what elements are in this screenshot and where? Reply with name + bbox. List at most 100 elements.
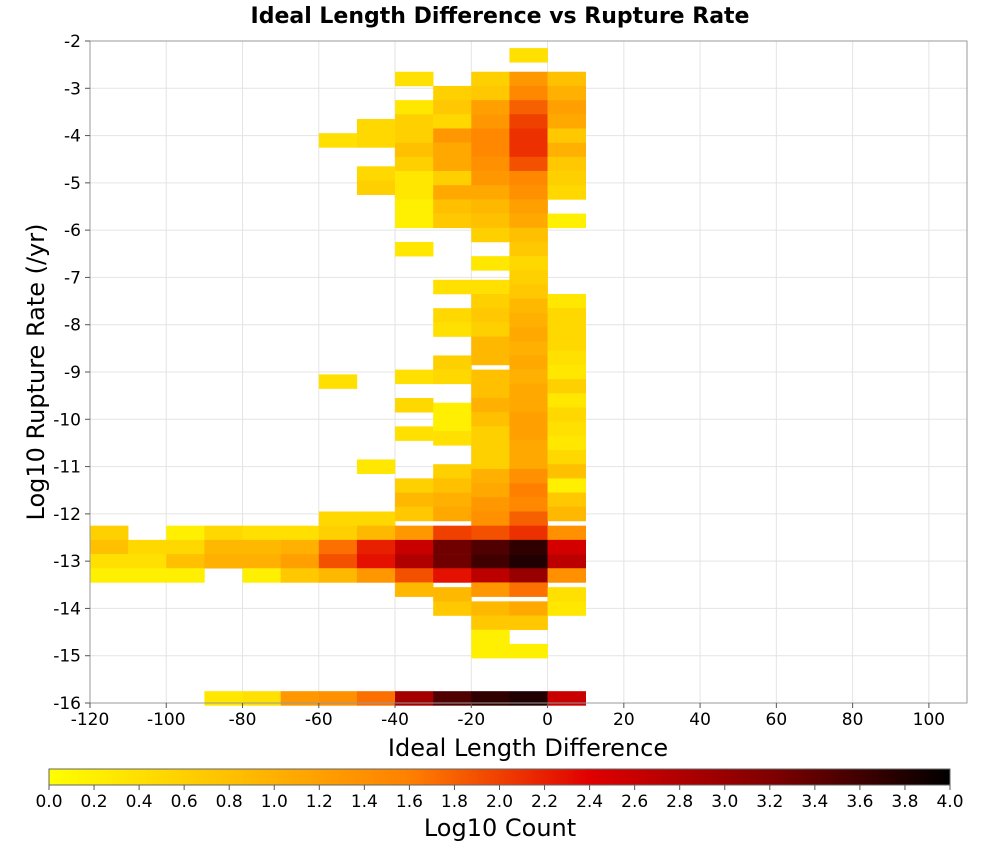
- heatmap-cell: [547, 506, 586, 522]
- heatmap-cell: [356, 459, 396, 474]
- heatmap-cell: [509, 426, 548, 441]
- heatmap-cell: [547, 601, 586, 616]
- heatmap-cell: [204, 554, 243, 569]
- heatmap-cell: [547, 322, 586, 337]
- heatmap-cell: [509, 440, 548, 456]
- heatmap-cell: [318, 525, 358, 541]
- heatmap-cell: [318, 539, 358, 555]
- heatmap-cell: [395, 142, 434, 158]
- heatmap-cell: [547, 568, 586, 583]
- heatmap-cell: [509, 525, 548, 541]
- colorbar-tick-label: 3.4: [801, 792, 828, 812]
- heatmap-cell: [509, 511, 548, 526]
- heatmap-cell: [471, 293, 510, 309]
- heatmap-cell: [509, 227, 548, 243]
- heatmap-cell: [471, 398, 510, 413]
- heatmap-cell: [90, 568, 129, 583]
- heatmap-cell: [509, 284, 548, 300]
- colorbar: [48, 768, 951, 786]
- heatmap-cell: [395, 114, 434, 129]
- heatmap-cell: [547, 364, 586, 380]
- heatmap-cell: [204, 691, 243, 706]
- heatmap-cell: [547, 100, 586, 115]
- x-axis-label: Ideal Length Difference: [388, 734, 668, 762]
- heatmap-cell: [471, 554, 510, 569]
- heatmap-cell: [509, 312, 548, 328]
- heatmap-cell: [395, 369, 434, 385]
- heatmap-cell: [547, 350, 586, 366]
- heatmap-cell: [433, 142, 472, 158]
- heatmap-cell: [433, 369, 472, 385]
- heatmap-cell: [433, 114, 472, 129]
- heatmap-cell: [509, 615, 548, 631]
- chart-title: Ideal Length Difference vs Rupture Rate: [251, 4, 750, 29]
- heatmap-cell: [433, 492, 472, 508]
- heatmap-cell: [433, 554, 472, 569]
- colorbar-tick-label: 0.2: [81, 792, 108, 812]
- colorbar-tick-label: 1.2: [306, 792, 333, 812]
- heatmap-cell: [433, 464, 472, 479]
- heatmap-cell: [509, 483, 548, 498]
- heatmap-cell: [547, 464, 586, 479]
- heatmap-cell: [471, 426, 510, 441]
- heatmap-cell: [509, 383, 548, 399]
- y-tick-label: -5: [64, 174, 81, 194]
- heatmap-cell: [547, 308, 586, 323]
- heatmap-cell: [509, 691, 548, 706]
- heatmap-cell: [547, 525, 586, 541]
- heatmap-cell: [509, 568, 548, 583]
- heatmap-cell: [471, 629, 510, 645]
- heatmap-cell: [128, 539, 167, 555]
- heatmap-cell: [242, 539, 281, 555]
- heatmap-cell: [471, 601, 510, 616]
- heatmap-cell: [471, 643, 510, 659]
- heatmap-cell: [356, 511, 396, 526]
- heatmap-cell: [547, 171, 586, 186]
- y-tick-label: -12: [53, 505, 81, 525]
- colorbar-tick-label: 0.0: [35, 792, 62, 812]
- heatmap-cell: [509, 554, 548, 569]
- heatmap-cell: [280, 525, 320, 541]
- colorbar-tick-label: 0.4: [126, 792, 153, 812]
- heatmap-cell: [242, 525, 281, 541]
- heatmap-cell: [547, 71, 586, 87]
- heatmap-cell: [433, 355, 472, 370]
- heatmap-cell: [509, 256, 548, 271]
- heatmap-cell: [471, 199, 510, 214]
- heatmap-cell: [318, 511, 358, 526]
- heatmap-cell: [509, 241, 548, 257]
- heatmap-cell: [242, 554, 281, 569]
- heatmap-cell: [433, 171, 472, 186]
- heatmap-cell: [395, 568, 434, 583]
- heatmap-cell: [356, 525, 396, 541]
- heatmap-cell: [90, 539, 129, 555]
- heatmap-cell: [356, 539, 396, 555]
- heatmap-cell: [509, 156, 548, 172]
- heatmap-cell: [471, 142, 510, 158]
- heatmap-cell: [509, 270, 548, 285]
- colorbar-tick-label: 1.4: [351, 792, 378, 812]
- heatmap-cell: [509, 85, 548, 101]
- heatmap-cell: [395, 71, 434, 87]
- heatmap-cell: [509, 355, 548, 370]
- heatmap-cell: [318, 554, 358, 569]
- heatmap-cell: [471, 171, 510, 186]
- heatmap-cell: [166, 539, 205, 555]
- heatmap-cell: [433, 156, 472, 172]
- heatmap-cell: [509, 369, 548, 385]
- y-tick-label: -16: [53, 694, 81, 714]
- heatmap-cell: [166, 554, 205, 569]
- heatmap-cell: [356, 691, 396, 706]
- heatmap-cell: [509, 100, 548, 115]
- heatmap-cell: [356, 166, 396, 181]
- y-tick-label: -3: [64, 79, 81, 99]
- heatmap-cell: [433, 213, 472, 229]
- colorbar-ticks: 0.0 0.2 0.4 0.6 0.8 1.0 1.2 1.4 1.6 1.8 2.0 2.2 2.4 2…: [35, 785, 964, 812]
- heatmap-cell: [356, 554, 396, 569]
- y-tick-label: -4: [64, 127, 81, 147]
- heatmap-cell: [547, 114, 586, 129]
- x-tick-label: 60: [766, 710, 788, 730]
- colorbar-tick-label: 2.6: [621, 792, 648, 812]
- heatmap-cell: [547, 450, 586, 465]
